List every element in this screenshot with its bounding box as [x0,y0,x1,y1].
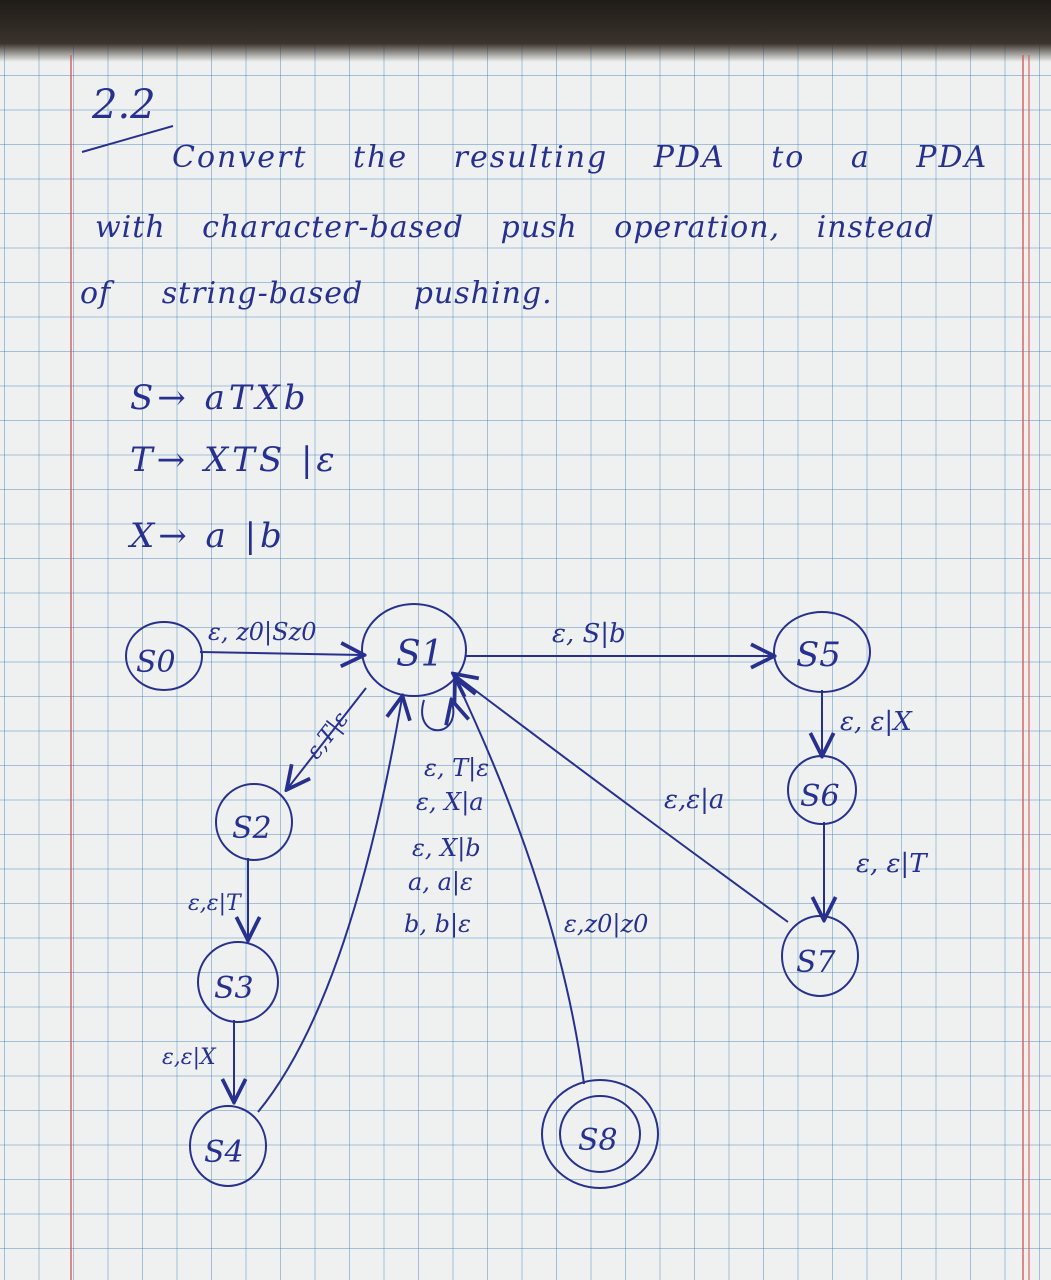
label-s6-s7: ε, ε|T [856,849,928,879]
edge-s0-s1 [199,652,362,655]
label-loop-1: ε, T|ε [424,754,489,783]
label-loop-4: a, a|ε [408,868,473,897]
label-loop-2: ε, X|a [416,788,484,817]
edge-s8-s1 [456,680,585,1085]
state-label-s3: S3 [214,971,254,1006]
left-margin-line [70,55,72,1280]
state-label-s1: S1 [396,634,444,675]
problem-number-underline [81,125,174,153]
grammar-rule-s: S→ aTXb [130,378,310,418]
problem-statement-line-2: with character-based push operation, ins… [95,210,935,245]
label-s8-s1: ε,z0|z0 [564,910,648,939]
state-label-s4: S4 [204,1135,244,1170]
label-s1-s5: ε, S|b [552,619,626,649]
problem-number: 2.2 [92,82,156,128]
label-s1-s2: ε,T|ε [302,707,354,764]
label-s0-s1: ε, z0|Sz0 [208,618,317,647]
state-label-s0: S0 [136,645,176,680]
state-label-s8: S8 [578,1123,618,1158]
table-shadow [0,0,1051,62]
state-s0 [125,621,203,691]
problem-statement-line-1: Convert the resulting PDA to a PDA [172,140,989,175]
state-s2 [215,783,293,861]
right-margin-line-secondary [1028,55,1030,1280]
state-s8-inner [559,1095,641,1173]
label-s2-s3: ε,ε|T [188,891,243,916]
state-label-s5: S5 [796,635,841,675]
label-s7-s1: ε,ε|a [664,785,724,815]
state-label-s2: S2 [232,811,272,846]
state-s6 [787,755,857,825]
state-s5 [773,611,871,693]
state-label-s6: S6 [800,779,840,814]
edge-s1-loop [421,700,453,732]
grammar-rule-t: T→ XTS |ε [130,440,339,480]
state-s8-outer [541,1079,659,1189]
label-s3-s4: ε,ε|X [162,1045,217,1070]
state-s4 [189,1105,267,1187]
label-loop-3: ε, X|b [412,834,481,863]
label-loop-5: b, b|ε [404,910,471,939]
right-margin-line [1022,55,1024,1280]
problem-statement-line-3: of string-based pushing. [80,276,553,311]
edge-s4-s1 [257,698,402,1113]
grammar-rule-x: X→ a |b [130,516,286,556]
label-s5-s6: ε, ε|X [840,707,913,737]
state-label-s7: S7 [796,945,837,980]
state-s1 [361,603,467,697]
edge-s7-s1 [455,675,789,923]
state-s3 [197,941,279,1023]
state-s7 [781,915,859,997]
edge-s1-s2 [288,687,367,788]
